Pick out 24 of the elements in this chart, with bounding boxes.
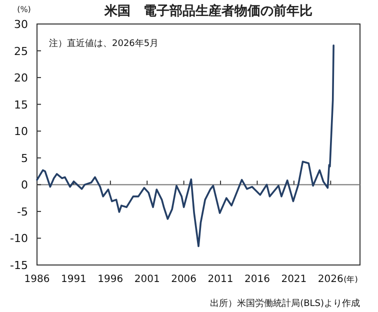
- x-axis-title: (年): [344, 275, 358, 284]
- x-tick-label: 1991: [60, 274, 86, 285]
- x-tick-label: 1996: [98, 274, 124, 285]
- y-tick-label: 0: [21, 178, 28, 192]
- y-tick-label: -5: [17, 205, 28, 218]
- y-tick-label: 25: [14, 44, 28, 58]
- x-tick-label: 2016: [244, 274, 270, 285]
- x-tick-label: 1986: [24, 274, 50, 285]
- y-tick-label: 30: [14, 18, 28, 31]
- y-tick-label: 20: [14, 72, 28, 85]
- annotation: 注）直近値は、2026年5月: [49, 38, 159, 49]
- x-tick-label: 2001: [134, 274, 160, 285]
- y-tick-label: 15: [14, 98, 28, 112]
- text: 出所）米国労働統計局(BLS)より作成: [210, 298, 360, 309]
- chart-title: 米国 電子部品生産者物価の前年比: [104, 3, 312, 19]
- x-tick-label: 2026: [318, 274, 344, 285]
- y-tick-label: 5: [21, 152, 28, 165]
- y-tick-label: -15: [10, 259, 28, 272]
- y-tick-label: -10: [10, 232, 28, 246]
- y-tick-label: 10: [14, 125, 28, 138]
- y-axis-title: (%): [17, 5, 31, 14]
- x-tick-label: 2011: [208, 274, 234, 285]
- x-tick-label: 2021: [281, 274, 307, 285]
- x-tick-label: 2006: [171, 274, 197, 285]
